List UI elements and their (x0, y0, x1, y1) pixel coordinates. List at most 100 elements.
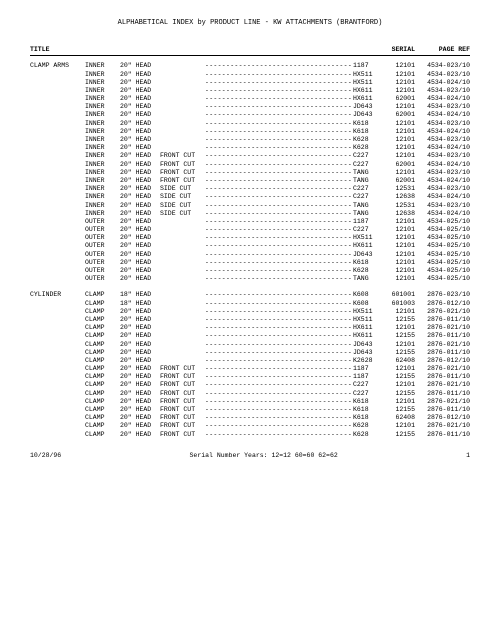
cut-label: FRONT CUT (160, 177, 205, 184)
table-row: INNER20" HEAD---------------------------… (30, 136, 470, 144)
table-row: INNER20" HEADFRONT CUT------------------… (30, 168, 470, 176)
dot-leader: ----------------------------------------… (205, 251, 353, 258)
cut-label: FRONT CUT (160, 390, 205, 397)
model-value: HX611 (353, 242, 383, 249)
serial-value: 12101 (383, 87, 415, 94)
dot-leader: ----------------------------------------… (205, 365, 353, 372)
sub-label: INNER (85, 144, 120, 151)
model-value: 1187 (353, 373, 383, 380)
serial-value: 62001 (383, 177, 415, 184)
model-value: K618 (353, 128, 383, 135)
serial-value: 62408 (383, 414, 415, 421)
dot-leader: ----------------------------------------… (205, 275, 353, 282)
head-label: 20" HEAD (120, 308, 160, 315)
table-row: OUTER20" HEAD---------------------------… (30, 217, 470, 225)
page-ref: 2876-021/10 (415, 341, 470, 348)
page-ref: 2876-023/10 (415, 291, 470, 298)
page-ref: 2876-011/10 (415, 373, 470, 380)
sub-label: OUTER (85, 251, 120, 258)
page-footer: 10/28/96 Serial Number Years: 12=12 60=6… (30, 452, 470, 459)
model-value: 1187 (353, 365, 383, 372)
serial-value: 12101 (383, 120, 415, 127)
head-label: 20" HEAD (120, 95, 160, 102)
page-title: ALPHABETICAL INDEX by PRODUCT LINE - KW … (30, 20, 470, 28)
table-row: CLAMP20" HEAD---------------------------… (30, 324, 470, 332)
head-label: 18" HEAD (120, 300, 160, 307)
model-value: C227 (353, 161, 383, 168)
table-row: INNER20" HEADSIDE CUT-------------------… (30, 209, 470, 217)
dot-leader: ----------------------------------------… (205, 267, 353, 274)
table-row: INNER20" HEADFRONT CUT------------------… (30, 176, 470, 184)
sub-label: CLAMP (85, 308, 120, 315)
page-ref: 2876-011/10 (415, 349, 470, 356)
sub-label: CLAMP (85, 414, 120, 421)
page-ref: 4534-025/10 (415, 259, 470, 266)
page-ref: 2876-011/10 (415, 390, 470, 397)
cut-label: FRONT CUT (160, 152, 205, 159)
dot-leader: ----------------------------------------… (205, 398, 353, 405)
head-label: 20" HEAD (120, 349, 160, 356)
dot-leader: ----------------------------------------… (205, 422, 353, 429)
head-label: 18" HEAD (120, 291, 160, 298)
head-label: 20" HEAD (120, 152, 160, 159)
serial-value: 12101 (383, 398, 415, 405)
sub-label: OUTER (85, 218, 120, 225)
head-label: 20" HEAD (120, 62, 160, 69)
sub-label: INNER (85, 87, 120, 94)
dot-leader: ----------------------------------------… (205, 87, 353, 94)
page-ref: 4534-023/10 (415, 87, 470, 94)
serial-value: 12638 (383, 210, 415, 217)
serial-value: 12101 (383, 152, 415, 159)
dot-leader: ----------------------------------------… (205, 234, 353, 241)
serial-value: 12101 (383, 79, 415, 86)
head-label: 20" HEAD (120, 161, 160, 168)
head-label: 20" HEAD (120, 128, 160, 135)
head-label: 20" HEAD (120, 431, 160, 438)
sub-label: INNER (85, 128, 120, 135)
table-row: INNER20" HEADSIDE CUT-------------------… (30, 201, 470, 209)
page-ref: 4534-025/10 (415, 251, 470, 258)
head-label: 20" HEAD (120, 414, 160, 421)
dot-leader: ----------------------------------------… (205, 381, 353, 388)
dot-leader: ----------------------------------------… (205, 291, 353, 298)
cut-label: FRONT CUT (160, 381, 205, 388)
head-label: 20" HEAD (120, 390, 160, 397)
head-label: 20" HEAD (120, 332, 160, 339)
footer-date: 10/28/96 (30, 452, 61, 459)
dot-leader: ----------------------------------------… (205, 300, 353, 307)
table-row: INNER20" HEADSIDE CUT-------------------… (30, 185, 470, 193)
serial-value: 12155 (383, 406, 415, 413)
page-ref: 4534-024/10 (415, 144, 470, 151)
sub-label: INNER (85, 79, 120, 86)
dot-leader: ----------------------------------------… (205, 390, 353, 397)
page-ref: 2876-011/10 (415, 406, 470, 413)
dot-leader: ----------------------------------------… (205, 414, 353, 421)
page-ref: 2876-021/10 (415, 365, 470, 372)
page-ref: 2876-011/10 (415, 316, 470, 323)
page-ref: 2876-021/10 (415, 422, 470, 429)
sub-label: INNER (85, 202, 120, 209)
page-ref: 4534-025/10 (415, 267, 470, 274)
table-row: OUTER20" HEAD---------------------------… (30, 275, 470, 283)
table-row: INNER20" HEAD---------------------------… (30, 103, 470, 111)
dot-leader: ----------------------------------------… (205, 226, 353, 233)
page-ref: 4534-025/10 (415, 226, 470, 233)
dot-leader: ----------------------------------------… (205, 120, 353, 127)
sub-label: INNER (85, 95, 120, 102)
model-value: HX511 (353, 308, 383, 315)
head-label: 20" HEAD (120, 381, 160, 388)
sub-label: OUTER (85, 242, 120, 249)
serial-value: 12101 (383, 62, 415, 69)
table-row: INNER20" HEAD---------------------------… (30, 70, 470, 78)
table-row: OUTER20" HEAD ---------------------------… (30, 250, 470, 258)
serial-value: 62001 (383, 111, 415, 118)
model-value: 1187 (353, 62, 383, 69)
table-row: INNER20" HEAD---------------------------… (30, 78, 470, 86)
serial-value: 601003 (383, 300, 415, 307)
model-value: JD643 (353, 341, 383, 348)
serial-value: 12155 (383, 316, 415, 323)
model-value: K2628 (353, 357, 383, 364)
head-label: 20" HEAD (120, 251, 160, 258)
table-row: CLAMP20" HEADFRONT CUT------------------… (30, 414, 470, 422)
page-ref: 4534-023/10 (415, 185, 470, 192)
